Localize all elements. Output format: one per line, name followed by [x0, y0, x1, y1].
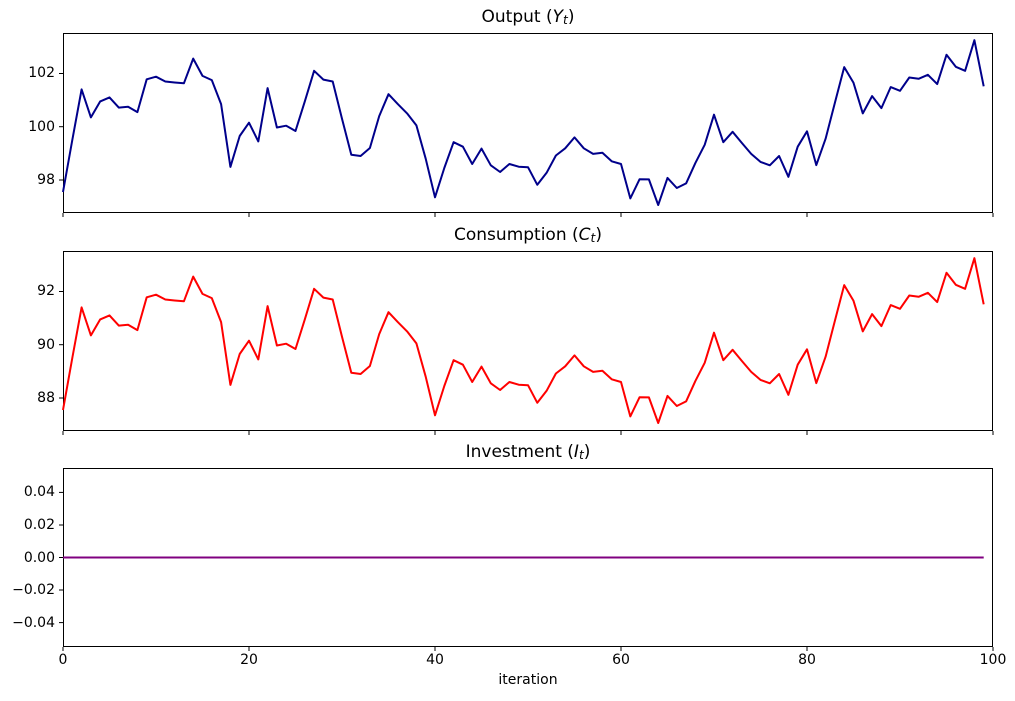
y-tick-label: 0.02	[23, 517, 55, 533]
consumption-plot-svg	[59, 251, 994, 435]
plot-border	[63, 33, 993, 213]
output-plot-svg	[59, 33, 994, 217]
y-tick-label: 98	[37, 172, 55, 188]
investment-plot-svg	[59, 468, 994, 651]
investment-plot-area	[59, 468, 994, 651]
title-math-symbol: C	[578, 225, 591, 245]
y-tick-label: 92	[37, 283, 55, 299]
title-math-symbol: I	[573, 442, 579, 462]
x-tick-label: 100	[979, 652, 1007, 668]
x-tick-label: 40	[426, 652, 444, 668]
x-tick-labels-row: 0 20 40 60 80 100	[59, 652, 1007, 670]
title-text: Consumption (	[454, 225, 579, 245]
x-tick-label: 20	[240, 652, 258, 668]
consumption-ytick-labels: 92 90 88	[0, 251, 55, 431]
title-math-subscript: t	[590, 231, 596, 246]
title-text-suffix: )	[567, 7, 575, 27]
y-tick-label: −0.02	[12, 582, 55, 598]
output-plot-title: Output (Yt)	[63, 7, 993, 28]
y-tick-label: −0.04	[12, 615, 55, 631]
x-axis-label: iteration	[498, 672, 558, 688]
y-tick-label: 90	[37, 337, 55, 353]
title-math-subscript: t	[578, 448, 584, 463]
output-ytick-labels: 102 100 98	[0, 33, 55, 213]
title-text-suffix: )	[583, 442, 591, 462]
plot-border	[63, 251, 993, 431]
consumption-plot-area	[59, 251, 994, 435]
x-tick-label: 60	[612, 652, 630, 668]
x-tick-label: 0	[58, 652, 68, 668]
y-tick-label: 102	[28, 65, 55, 81]
consumption-series-line	[62, 257, 985, 424]
output-plot-area	[59, 33, 994, 217]
y-tick-label: 88	[37, 390, 55, 406]
consumption-plot-title: Consumption (Ct)	[63, 225, 993, 246]
y-tick-label: 0.00	[23, 550, 55, 566]
x-tick-label: 80	[798, 652, 816, 668]
investment-plot-title: Investment (It)	[63, 442, 993, 463]
title-text-suffix: )	[595, 225, 602, 245]
title-math-subscript: t	[563, 13, 568, 28]
output-series-line	[62, 39, 985, 206]
y-tick-label: 0.04	[23, 484, 55, 500]
title-text: Investment (	[465, 442, 574, 462]
y-tick-label: 100	[28, 119, 55, 135]
title-math-symbol: Y	[552, 7, 564, 27]
investment-ytick-labels: 0.04 0.02 0.00 −0.02 −0.04	[0, 468, 55, 647]
title-text: Output (	[481, 7, 553, 27]
